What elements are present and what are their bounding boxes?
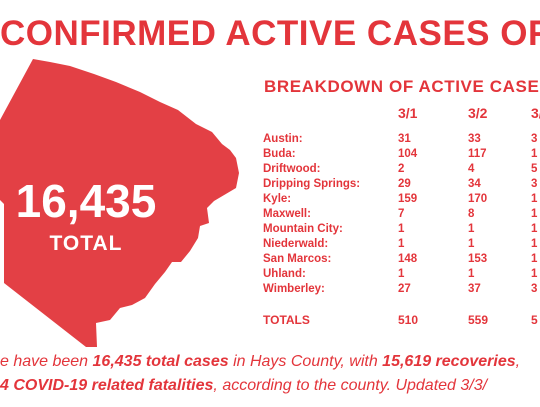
- city-name: Mountain City:: [263, 223, 343, 235]
- table-row: Dripping Springs: 29 34 3: [263, 177, 540, 192]
- city-name: Dripping Springs:: [263, 178, 361, 190]
- summary-text-part: in Hays County, with: [228, 353, 383, 370]
- total-cases-highlight: 16,435 total cases: [92, 353, 229, 370]
- summary-text-part: , according to the county. Updated 3/3/: [213, 377, 488, 394]
- city-name: Wimberley:: [263, 283, 325, 295]
- city-name: Kyle:: [263, 193, 292, 205]
- cases-3-3: 3: [531, 283, 538, 295]
- cases-3-2: 1: [468, 268, 475, 280]
- column-header-3-2: 3/2: [468, 105, 488, 121]
- table-row: Niederwald: 1 1 1: [263, 237, 540, 252]
- cases-3-1: 1: [398, 268, 405, 280]
- cases-3-3: 3: [531, 133, 538, 145]
- summary-text-part: e have been: [0, 353, 93, 370]
- table-row: Mountain City: 1 1 1: [263, 222, 540, 237]
- column-header-3-1: 3/1: [398, 105, 418, 121]
- cases-table: Austin: 31 33 3 Buda: 104 117 1 Driftwoo…: [263, 132, 540, 297]
- cases-3-1: 159: [398, 193, 418, 205]
- table-row: Buda: 104 117 1: [263, 147, 540, 162]
- total-cases-label: TOTAL: [49, 232, 123, 255]
- cases-3-1: 148: [398, 253, 418, 265]
- cases-3-2: 1: [468, 223, 475, 235]
- cases-3-2: 1: [468, 238, 475, 250]
- cases-3-2: 117: [468, 148, 487, 160]
- totals-label: TOTALS: [263, 313, 310, 327]
- cases-3-1: 31: [398, 133, 411, 145]
- totals-3-3: 5: [531, 313, 538, 327]
- cases-3-2: 4: [468, 163, 475, 175]
- cases-3-2: 33: [468, 133, 481, 145]
- breakdown-title: BREAKDOWN OF ACTIVE CASES: [264, 77, 540, 96]
- fatalities-highlight: 4 COVID-19 related fatalities: [0, 377, 214, 394]
- cases-3-3: 1: [531, 193, 538, 205]
- cases-3-1: 2: [398, 163, 405, 175]
- cases-3-3: 1: [531, 253, 538, 265]
- cases-3-1: 1: [398, 223, 405, 235]
- column-header-3-3: 3/: [531, 105, 540, 121]
- city-name: Niederwald:: [263, 238, 329, 250]
- city-name: Buda:: [263, 148, 296, 160]
- totals-row: TOTALS 510 559 5: [263, 312, 540, 328]
- summary-text-part: ,: [515, 353, 521, 370]
- city-name: Austin:: [263, 133, 303, 145]
- cases-3-3: 3: [531, 178, 538, 190]
- cases-3-3: 1: [531, 208, 538, 220]
- city-name: Uhland:: [263, 268, 306, 280]
- city-name: Driftwood:: [263, 163, 321, 175]
- cases-3-3: 1: [531, 148, 538, 160]
- table-row: Maxwell: 7 8 1: [263, 207, 540, 222]
- city-name: Maxwell:: [263, 208, 311, 220]
- cases-3-1: 27: [398, 283, 411, 295]
- cases-3-3: 1: [531, 238, 538, 250]
- table-row: Austin: 31 33 3: [263, 132, 540, 147]
- table-row: Wimberley: 27 37 3: [263, 282, 540, 297]
- cases-3-2: 37: [468, 283, 481, 295]
- summary-text: e have been 16,435 total cases in Hays C…: [0, 350, 540, 402]
- cases-3-2: 34: [468, 178, 481, 190]
- cases-3-2: 170: [468, 193, 488, 205]
- cases-3-1: 104: [398, 148, 418, 160]
- hays-county-map-shape: [0, 59, 239, 347]
- headline: CONFIRMED ACTIVE CASES OF COVID: [0, 14, 540, 53]
- table-row: Driftwood: 2 4 5: [263, 162, 540, 177]
- cases-3-2: 153: [468, 253, 488, 265]
- table-row: Kyle: 159 170 1: [263, 192, 540, 207]
- cases-3-1: 29: [398, 178, 411, 190]
- totals-3-1: 510: [398, 313, 419, 327]
- cases-3-3: 5: [531, 163, 538, 175]
- city-name: San Marcos:: [263, 253, 332, 265]
- cases-3-3: 1: [531, 268, 538, 280]
- totals-3-2: 559: [468, 313, 489, 327]
- table-row: Uhland: 1 1 1: [263, 267, 540, 282]
- cases-3-1: 7: [398, 208, 405, 220]
- cases-3-2: 8: [468, 208, 475, 220]
- table-row: San Marcos: 148 153 1: [263, 252, 540, 267]
- recoveries-highlight: 15,619 recoveries: [382, 353, 516, 370]
- total-cases-number: 16,435: [15, 175, 157, 227]
- cases-3-3: 1: [531, 223, 538, 235]
- cases-3-1: 1: [398, 238, 405, 250]
